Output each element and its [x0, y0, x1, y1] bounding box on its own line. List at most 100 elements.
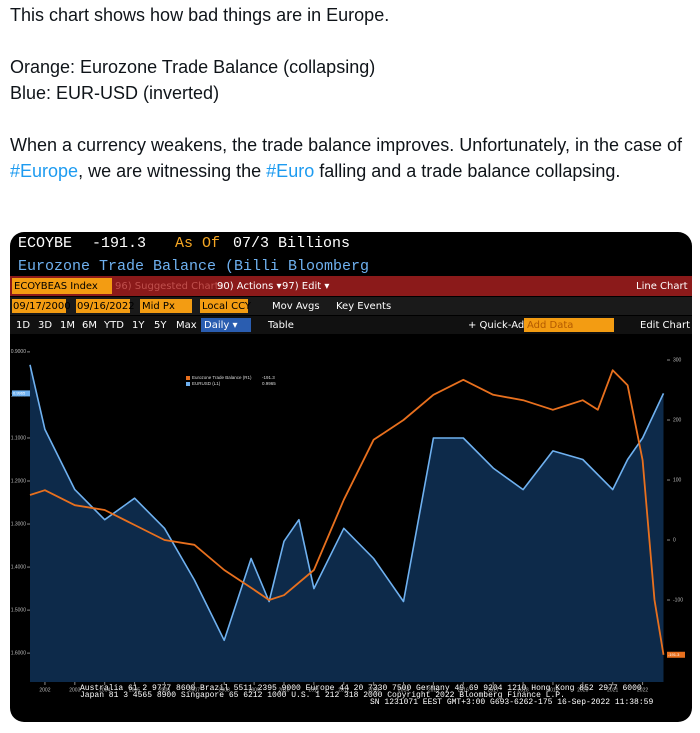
period-bar — [10, 316, 692, 334]
add-data[interactable]: Add Data — [527, 320, 573, 331]
paragraph: When a currency weakens, the trade balan… — [10, 132, 690, 184]
x-tick-label: 2004 — [99, 687, 110, 693]
period-button[interactable]: 1D — [16, 320, 30, 331]
toolbar-item[interactable]: 97) Edit ▾ — [282, 281, 329, 292]
legend-label: EURUSD (L1) — [192, 381, 221, 386]
footer: SN 1231071 EEST GMT+3:00 G693-6262-175 1… — [370, 698, 653, 707]
x-tick-label: 2015 — [428, 687, 439, 693]
tweet-text: This chart shows how bad things are in E… — [10, 0, 690, 184]
field-box — [200, 299, 248, 313]
hashtag[interactable]: #Europe — [10, 161, 79, 181]
as-of: As Of — [175, 235, 220, 252]
option[interactable]: Key Events — [336, 301, 391, 312]
x-tick-label: 2003 — [69, 687, 80, 693]
selected-period — [201, 318, 251, 332]
text: falling and a trade balance collapsing. — [314, 161, 621, 181]
ticker: ECOYBE — [18, 235, 72, 252]
y-tick-label: 1.5000 — [11, 607, 27, 613]
x-tick-label: 2016 — [458, 687, 469, 693]
legend-swatch — [186, 376, 190, 380]
line — [29, 369, 665, 655]
x-tick-label: 2006 — [159, 687, 170, 693]
y-tick-label: 1.1000 — [11, 435, 27, 441]
legend-value: -191.3 — [262, 375, 275, 380]
x-tick-label: 2010 — [278, 687, 289, 693]
y-tick-label: 1.4000 — [11, 564, 27, 570]
start-date[interactable]: 09/17/2000 — [13, 301, 71, 312]
toolbar-item[interactable]: 96) Suggested Charts — [115, 281, 224, 292]
x-tick-label: 2019 — [547, 687, 558, 693]
x-tick-label: 2005 — [129, 687, 140, 693]
x-tick-label: 2021 — [607, 687, 618, 693]
period-button[interactable]: Table — [267, 320, 294, 331]
last-value-label: 0.9965 — [13, 390, 26, 395]
period-button[interactable]: Max — [176, 320, 197, 331]
last-value-label: -191.3 — [668, 652, 680, 657]
x-tick-label: 2012 — [338, 687, 349, 693]
x-tick-label: 2017 — [488, 687, 499, 693]
y2-tick-label: 0 — [673, 537, 676, 543]
date: 07/3 — [233, 235, 269, 252]
x-tick-label: 2011 — [308, 687, 319, 693]
last-value-tag — [667, 651, 685, 658]
paragraph: This chart shows how bad things are in E… — [10, 2, 690, 28]
option[interactable]: Mov Avgs — [272, 301, 320, 312]
x-tick-label: 2013 — [368, 687, 379, 693]
period-button[interactable]: 5Y — [154, 320, 167, 331]
date-box — [76, 299, 130, 313]
x-tick-label: 2018 — [517, 687, 528, 693]
description: Eurozone Trade Balance (Billi Bloomberg — [18, 258, 369, 275]
period-button[interactable]: 3D — [38, 320, 52, 331]
period-button[interactable]: Daily ▾ — [204, 320, 238, 331]
quick-add[interactable]: + Quick-Add ▾ — [468, 320, 539, 331]
y2-tick-label: 300 — [673, 357, 682, 363]
x-tick-label: 2007 — [189, 687, 200, 693]
add-data-box — [524, 318, 614, 332]
last-value-tag — [12, 390, 30, 397]
plot-area — [29, 364, 665, 682]
text: Orange: Eurozone Trade Balance (collapsi… — [10, 57, 376, 77]
text: When a currency weakens, the trade balan… — [10, 135, 683, 155]
y-tick-label: 1.6000 — [11, 650, 27, 656]
y2-tick-label: 200 — [673, 417, 682, 423]
legend-value: 0.9965 — [262, 381, 276, 386]
period-button[interactable]: 6M — [82, 320, 97, 331]
paragraph: Orange: Eurozone Trade Balance (collapsi… — [10, 54, 690, 106]
end-date[interactable]: 09/16/2022 — [77, 301, 135, 312]
legend-label: Eurozone Trade Balance (R1) — [192, 375, 252, 380]
last-value: -191.3 — [92, 235, 146, 252]
edit-chart[interactable]: Edit Chart — [640, 320, 690, 331]
date-box — [12, 299, 66, 313]
line — [29, 364, 665, 642]
field-box — [140, 299, 192, 313]
y2-tick-label: 100 — [673, 477, 682, 483]
period-button[interactable]: 1Y — [132, 320, 145, 331]
toolbar-item[interactable]: 90) Actions ▾ — [217, 281, 282, 292]
text: , we are witnessing the — [78, 161, 267, 181]
y-tick-label: 1.2000 — [11, 478, 27, 484]
toolbar — [10, 276, 692, 296]
footer: Australia 61 2 9777 8600 Brazil 5511 239… — [80, 684, 642, 693]
price-field[interactable]: Mid Px — [142, 301, 175, 312]
currency-field[interactable]: Local CCY — [202, 301, 252, 312]
x-tick-label: 2002 — [39, 687, 50, 693]
footer: Japan 81 3 4565 8900 Singapore 65 6212 1… — [80, 691, 565, 700]
x-tick-label: 2022 — [637, 687, 648, 693]
ticker-field[interactable]: ECOYBEAS Index — [14, 281, 98, 292]
hashtag[interactable]: #Euro — [266, 161, 315, 181]
chart-type[interactable]: Line Chart — [636, 281, 688, 292]
legend-swatch — [186, 382, 190, 386]
unit: Billions — [278, 235, 350, 252]
y2-tick-label: -100 — [673, 597, 683, 603]
ticker-box — [12, 278, 112, 294]
x-tick-label: 2009 — [249, 687, 260, 693]
text: Blue: EUR-USD (inverted) — [10, 83, 220, 103]
x-tick-label: 2020 — [577, 687, 588, 693]
period-button[interactable]: YTD — [103, 320, 124, 331]
y-tick-label: 0.9000 — [11, 349, 27, 355]
x-tick-label: 2008 — [219, 687, 230, 693]
period-button[interactable]: 1M — [60, 320, 75, 331]
y-tick-label: 1.3000 — [11, 521, 27, 527]
